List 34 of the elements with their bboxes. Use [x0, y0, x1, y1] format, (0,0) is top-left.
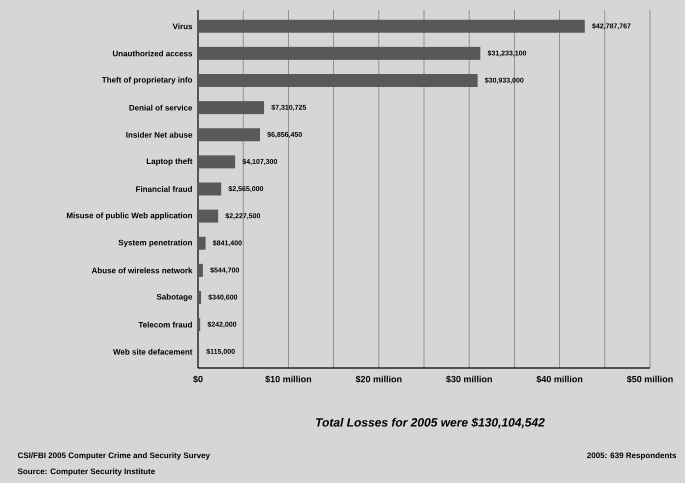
x-tick-label: $10 million [265, 376, 312, 383]
x-tick-label: $50 million [626, 376, 673, 383]
y-tick-label: Laptop theft [146, 158, 192, 166]
bar [198, 46, 480, 60]
y-tick-label: Theft of proprietary info [102, 76, 192, 84]
y-tick-label: Web site defacement [113, 348, 192, 355]
text: CSI/FBI 2005 Computer Crime and Security Survey [18, 452, 210, 460]
y-tick-label: Telecom fraud [138, 322, 192, 328]
bar [198, 236, 206, 250]
bar [198, 182, 222, 196]
bar [198, 210, 218, 223]
x-tick-label: $30 million [446, 376, 492, 383]
text: 2005: 639 Respondents [587, 452, 676, 460]
source-note: Source: Computer Security Institute [18, 468, 155, 476]
bar [198, 264, 203, 277]
x-tick-label: $40 million [536, 376, 582, 383]
bar [198, 74, 478, 88]
y-tick-label: Misuse of public Web application [66, 212, 192, 220]
y-tick-label: Denial of service [129, 104, 192, 111]
y-tick-label: Financial fraud [136, 186, 192, 192]
y-tick-label: Abuse of wireless network [92, 267, 192, 274]
bar [198, 290, 202, 304]
y-tick-label: Insider Net abuse [126, 132, 192, 138]
x-tick-label: $0 [193, 376, 203, 383]
text: Total Losses for 2005 were $130,104,542 [316, 418, 545, 428]
y-tick-label: System penetration [118, 240, 192, 247]
y-tick-label: Sabotage [156, 294, 192, 302]
x-tick-label: $20 million [356, 376, 402, 383]
y-tick-label: Unauthorized access [112, 50, 192, 56]
y-tick-label: Virus [172, 23, 192, 30]
bar [198, 155, 236, 168]
bar [198, 20, 585, 33]
bar [198, 101, 264, 114]
bar [198, 128, 260, 142]
